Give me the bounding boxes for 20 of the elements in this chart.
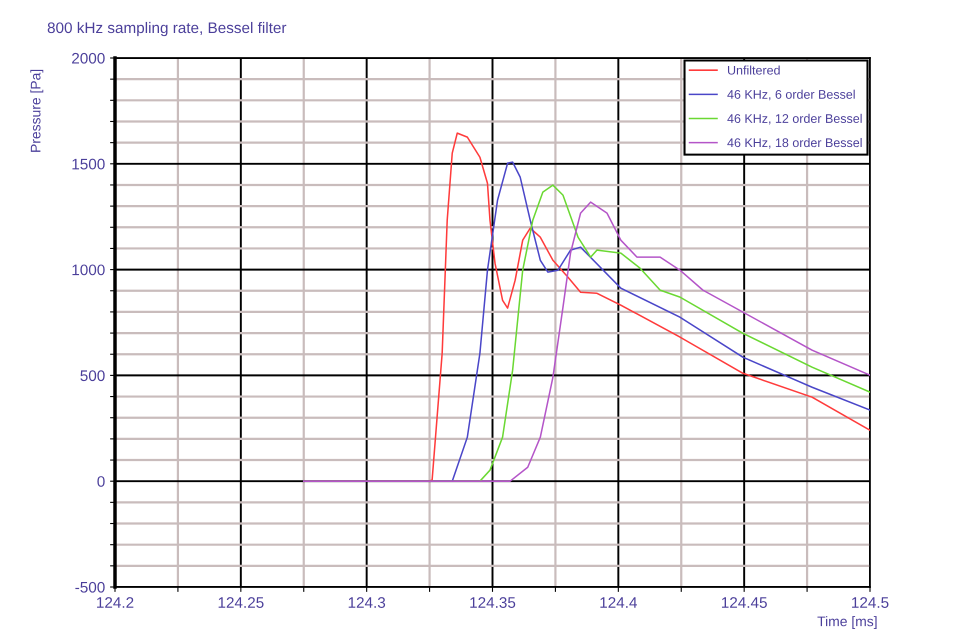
y-tick-label: 1000 bbox=[72, 264, 105, 276]
y-tick-label: 1500 bbox=[72, 158, 105, 170]
legend-label: 46 KHz, 18 order Bessel bbox=[727, 138, 862, 149]
y-tick-label: 2000 bbox=[72, 52, 105, 64]
legend-label: 46 KHz, 6 order Bessel bbox=[727, 90, 855, 100]
x-axis-title: Time [ms] bbox=[817, 616, 877, 630]
y-axis-title: Pressure [Pa] bbox=[30, 70, 44, 152]
legend-label: 46 KHz, 12 order Bessel bbox=[727, 114, 862, 124]
x-tick-label: 124.25 bbox=[218, 597, 264, 608]
y-tick-label: 0 bbox=[97, 476, 105, 487]
x-tick-label: 124.3 bbox=[348, 597, 386, 608]
legend-label: Unfiltered bbox=[728, 66, 780, 75]
x-tick-label: 124.35 bbox=[470, 597, 516, 608]
chart-title: 800 kHz sampling rate, Bessel filter bbox=[48, 22, 286, 36]
x-tick-label: 124.5 bbox=[852, 597, 888, 608]
x-tick-label: 124.45 bbox=[722, 597, 767, 608]
y-tick-label: -500 bbox=[75, 582, 105, 593]
y-tick-label: 500 bbox=[80, 370, 105, 382]
x-tick-label: 124.2 bbox=[97, 597, 134, 608]
x-tick-label: 124.4 bbox=[600, 597, 638, 608]
